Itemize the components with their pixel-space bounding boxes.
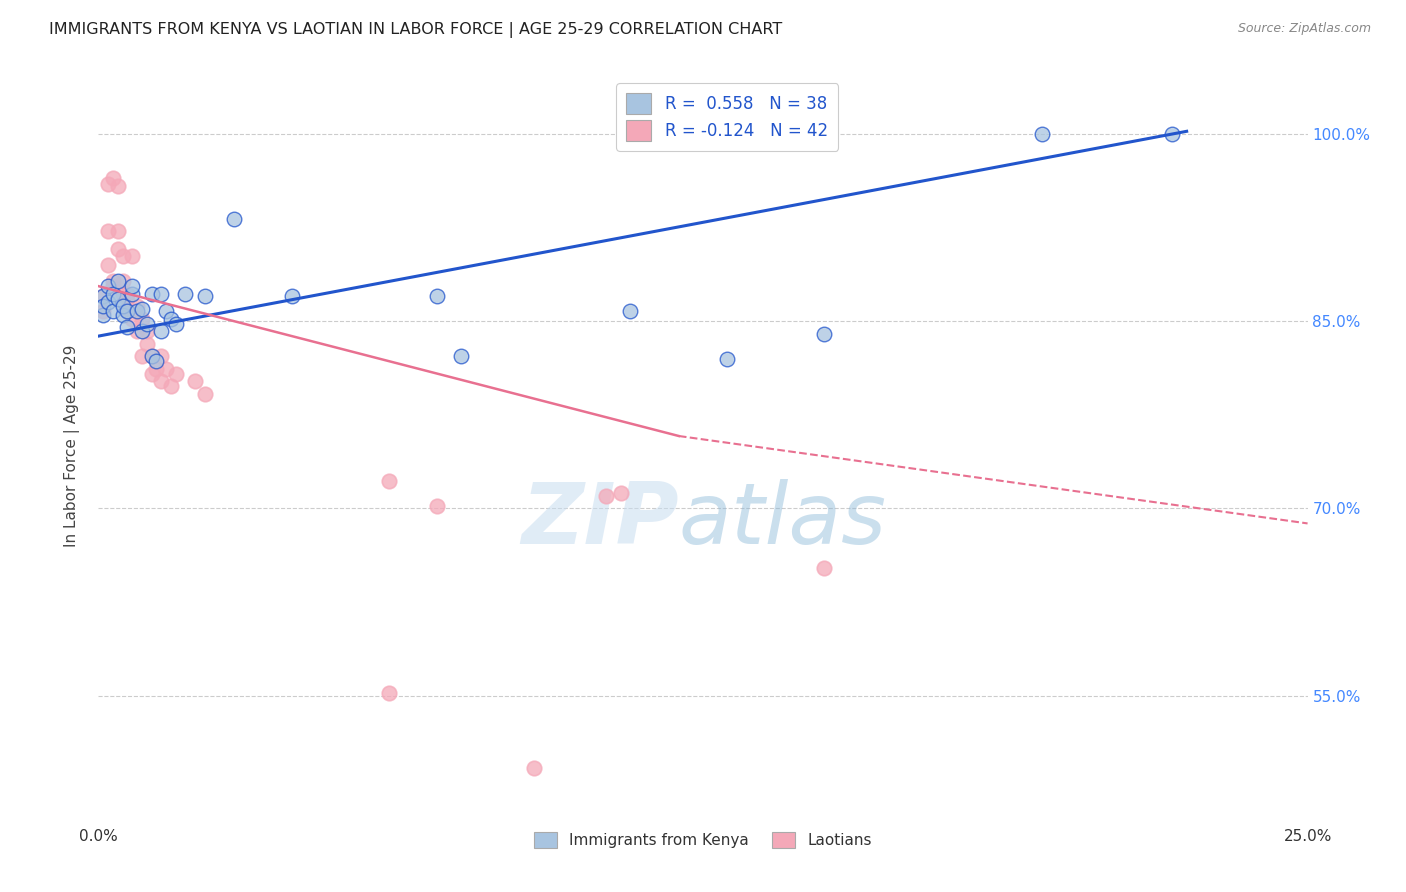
Point bbox=[91, 308, 114, 322]
Point bbox=[141, 286, 163, 301]
Point bbox=[135, 317, 157, 331]
Point bbox=[1031, 127, 1053, 141]
Point bbox=[155, 361, 177, 376]
Point bbox=[97, 258, 120, 272]
Point bbox=[107, 242, 129, 256]
Point bbox=[101, 286, 124, 301]
Point bbox=[184, 374, 207, 388]
Point bbox=[716, 351, 738, 366]
Point bbox=[131, 324, 153, 338]
Point bbox=[91, 289, 114, 303]
Point bbox=[165, 367, 187, 381]
Point bbox=[107, 179, 129, 194]
Point bbox=[194, 386, 217, 401]
Text: IMMIGRANTS FROM KENYA VS LAOTIAN IN LABOR FORCE | AGE 25-29 CORRELATION CHART: IMMIGRANTS FROM KENYA VS LAOTIAN IN LABO… bbox=[49, 22, 783, 38]
Point bbox=[523, 761, 546, 775]
Point bbox=[131, 311, 153, 326]
Point bbox=[117, 304, 139, 318]
Point bbox=[101, 170, 124, 185]
Point bbox=[121, 279, 143, 293]
Point bbox=[174, 286, 197, 301]
Point bbox=[121, 286, 143, 301]
Point bbox=[222, 211, 245, 226]
Point bbox=[117, 286, 139, 301]
Y-axis label: In Labor Force | Age 25-29: In Labor Force | Age 25-29 bbox=[63, 345, 80, 547]
Point bbox=[111, 286, 134, 301]
Point bbox=[111, 308, 134, 322]
Point bbox=[91, 299, 114, 313]
Point bbox=[619, 304, 641, 318]
Point bbox=[194, 289, 217, 303]
Point bbox=[377, 474, 399, 488]
Point bbox=[595, 489, 617, 503]
Point bbox=[91, 304, 114, 318]
Text: ZIP: ZIP bbox=[522, 479, 679, 563]
Point bbox=[127, 324, 149, 338]
Point bbox=[97, 177, 120, 191]
Point bbox=[117, 320, 139, 334]
Point bbox=[160, 379, 183, 393]
Point bbox=[1161, 127, 1184, 141]
Point bbox=[91, 289, 114, 303]
Point bbox=[377, 686, 399, 700]
Point bbox=[141, 349, 163, 363]
Point bbox=[127, 304, 149, 318]
Point bbox=[145, 354, 167, 368]
Text: atlas: atlas bbox=[679, 479, 887, 563]
Point bbox=[111, 299, 134, 313]
Point bbox=[97, 224, 120, 238]
Point bbox=[121, 249, 143, 263]
Point bbox=[97, 279, 120, 293]
Point bbox=[135, 324, 157, 338]
Point bbox=[141, 349, 163, 363]
Point bbox=[813, 561, 835, 575]
Point bbox=[160, 311, 183, 326]
Point bbox=[150, 374, 173, 388]
Point bbox=[107, 292, 129, 306]
Point bbox=[101, 274, 124, 288]
Point bbox=[97, 295, 120, 310]
Point bbox=[813, 326, 835, 341]
Point bbox=[101, 304, 124, 318]
Legend: Immigrants from Kenya, Laotians: Immigrants from Kenya, Laotians bbox=[529, 826, 877, 855]
Point bbox=[117, 292, 139, 306]
Point bbox=[281, 289, 304, 303]
Text: Source: ZipAtlas.com: Source: ZipAtlas.com bbox=[1237, 22, 1371, 36]
Point bbox=[610, 486, 633, 500]
Point bbox=[155, 304, 177, 318]
Point bbox=[165, 317, 187, 331]
Point bbox=[150, 286, 173, 301]
Point bbox=[131, 301, 153, 316]
Point bbox=[135, 336, 157, 351]
Point bbox=[107, 274, 129, 288]
Point bbox=[121, 311, 143, 326]
Point bbox=[141, 367, 163, 381]
Point bbox=[426, 289, 449, 303]
Point bbox=[145, 361, 167, 376]
Point bbox=[117, 304, 139, 318]
Point bbox=[150, 349, 173, 363]
Point bbox=[150, 324, 173, 338]
Point bbox=[426, 499, 449, 513]
Point bbox=[127, 299, 149, 313]
Point bbox=[450, 349, 472, 363]
Point bbox=[111, 274, 134, 288]
Point bbox=[131, 349, 153, 363]
Point bbox=[107, 224, 129, 238]
Point bbox=[101, 279, 124, 293]
Point bbox=[111, 249, 134, 263]
